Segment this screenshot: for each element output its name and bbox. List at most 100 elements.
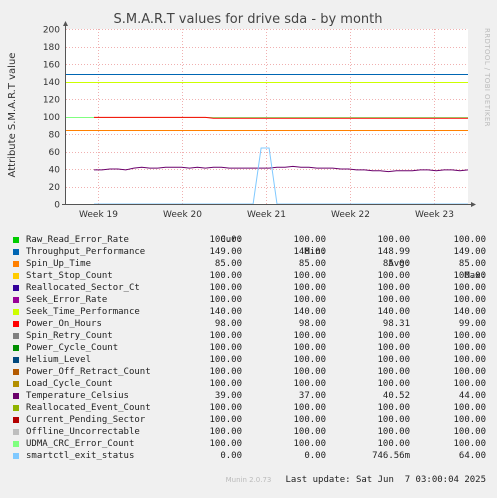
legend-min: 100.00 (293, 355, 326, 365)
legend-cur: 100.00 (209, 355, 242, 365)
legend-swatch (13, 285, 19, 291)
legend-max: 100.00 (453, 355, 486, 365)
legend-swatch (13, 261, 19, 267)
legend-label: Load_Cycle_Count (26, 379, 113, 389)
legend-cur: 100.00 (209, 379, 242, 389)
legend-avg: 100.00 (377, 415, 410, 425)
series-line-Temperature_Celsius (94, 165, 469, 173)
legend-header: Cur: Min: Avg: Max: (12, 222, 486, 281)
x-tick-labels: Week 19 Week 20 Week 21 Week 22 Week 23 (79, 210, 454, 220)
legend-max: 100.00 (453, 235, 486, 245)
y-tick-label-0: 0 (54, 201, 60, 211)
legend-cur: 0.00 (220, 451, 242, 461)
legend-avg: 100.00 (377, 427, 410, 437)
legend-label: Raw_Read_Error_Rate (26, 235, 129, 245)
x-tick-label-0: Week 19 (79, 210, 118, 220)
legend-min: 100.00 (293, 367, 326, 377)
legend-max: 44.00 (458, 391, 486, 401)
legend-avg: 100.00 (377, 367, 410, 377)
legend-label: UDMA_CRC_Error_Count (26, 439, 135, 449)
chart: S.M.A.R.T values for drive sda - by mont… (7, 12, 491, 220)
legend-label: Spin_Retry_Count (26, 331, 113, 341)
legend: Cur: Min: Avg: Max: Raw_Read_Error_Rate 1… (12, 222, 486, 485)
legend-avg: 148.99 (377, 247, 410, 257)
legend-swatch (13, 273, 19, 279)
legend-cur: 100.00 (209, 403, 242, 413)
legend-max: 100.00 (453, 439, 486, 449)
legend-item: Current_Pending_Sector 100.00 100.00 100.00… (12, 414, 486, 426)
legend-cur: 100.00 (209, 235, 242, 245)
legend-swatch (13, 441, 19, 447)
legend-min: 100.00 (293, 235, 326, 245)
legend-cur: 98.00 (214, 319, 242, 329)
legend-swatch (13, 357, 19, 363)
legend-label: Start_Stop_Count (26, 271, 113, 281)
legend-cur: 100.00 (209, 343, 242, 353)
chart-title: S.M.A.R.T values for drive sda - by mont… (114, 12, 383, 27)
legend-swatch (13, 309, 19, 315)
legend-avg: 140.00 (377, 307, 410, 317)
legend-avg: 100.00 (377, 331, 410, 341)
legend-cur: 100.00 (209, 367, 242, 377)
y-tick-label-8: 160 (43, 61, 60, 71)
legend-min: 98.00 (298, 319, 326, 329)
legend-avg: 40.52 (382, 391, 410, 401)
legend-item: Offline_Uncorrectable 100.00 100.00 100.00 1… (12, 426, 486, 438)
legend-max: 85.00 (458, 259, 486, 269)
legend-item: Power_Cycle_Count 100.00 100.00 100.00 100.0… (12, 342, 486, 354)
series-line-Power_On_Hours (94, 116, 468, 119)
legend-cur: 140.00 (209, 307, 242, 317)
legend-max: 100.00 (453, 283, 486, 293)
y-tick-label-7: 140 (43, 78, 60, 88)
legend-item: Helium_Level 100.00 100.00 100.00 100.00 (12, 354, 486, 366)
legend-min: 100.00 (293, 283, 326, 293)
legend-label: Reallocated_Event_Count (26, 403, 151, 413)
legend-cur: 100.00 (209, 283, 242, 293)
rrdtool-credit: RRDTOOL / TOBI OETIKER (483, 28, 491, 127)
legend-cur: 85.00 (214, 259, 242, 269)
legend-avg: 100.00 (377, 343, 410, 353)
legend-item: Power_Off_Retract_Count 100.00 100.00 100.0… (12, 366, 486, 378)
legend-label: Reallocated_Sector_Ct (26, 283, 140, 293)
legend-swatch (13, 237, 19, 243)
legend-label: Temperature_Celsius (26, 391, 129, 401)
y-axis-arrow (63, 21, 68, 26)
y-tick-label-1: 20 (49, 183, 61, 193)
legend-cur: 100.00 (209, 415, 242, 425)
legend-swatch (13, 249, 19, 255)
legend-min: 100.00 (293, 427, 326, 437)
legend-min: 100.00 (293, 379, 326, 389)
legend-avg: 100.00 (377, 295, 410, 305)
y-tick-labels: 0 20 40 60 80 100 120 140 160 180 200 (43, 26, 60, 211)
munin-version: Munin 2.0.73 (225, 476, 272, 484)
legend-header-avg: Avg: (388, 259, 410, 269)
y-tick-label-9: 180 (43, 43, 60, 53)
x-axis-arrow (471, 202, 476, 207)
legend-item: Spin_Up_Time 85.00 85.00 85.00 85.00 (12, 258, 486, 270)
legend-swatch (13, 369, 19, 375)
legend-max: 100.00 (453, 415, 486, 425)
legend-avg: 100.00 (377, 379, 410, 389)
legend-min: 0.00 (304, 451, 326, 461)
y-tick-label-3: 60 (49, 148, 61, 158)
legend-max: 100.00 (453, 379, 486, 389)
legend-swatch (13, 333, 19, 339)
legend-rows: Raw_Read_Error_Rate 100.00 100.00 100.00 100… (12, 234, 486, 462)
legend-min: 100.00 (293, 415, 326, 425)
legend-label: Seek_Error_Rate (26, 295, 108, 305)
legend-max: 100.00 (453, 331, 486, 341)
legend-item: Temperature_Celsius 39.00 37.00 40.52 44.00 (12, 390, 486, 402)
legend-item: Raw_Read_Error_Rate 100.00 100.00 100.00 100… (12, 234, 486, 246)
legend-cur: 100.00 (209, 427, 242, 437)
legend-label: Power_Off_Retract_Count (26, 367, 151, 377)
legend-swatch (13, 393, 19, 399)
legend-cur: 100.00 (209, 271, 242, 281)
legend-label: Seek_Time_Performance (26, 307, 140, 317)
legend-item: Throughput_Performance 149.00 148.00 148.99… (12, 246, 486, 258)
legend-min: 85.00 (298, 259, 326, 269)
legend-avg: 85.00 (382, 259, 410, 269)
y-tick-label-10: 200 (43, 26, 60, 36)
legend-avg: 100.00 (377, 439, 410, 449)
y-axis-label: Attribute S.M.A.R.T value (7, 53, 18, 178)
legend-avg: 100.00 (377, 355, 410, 365)
